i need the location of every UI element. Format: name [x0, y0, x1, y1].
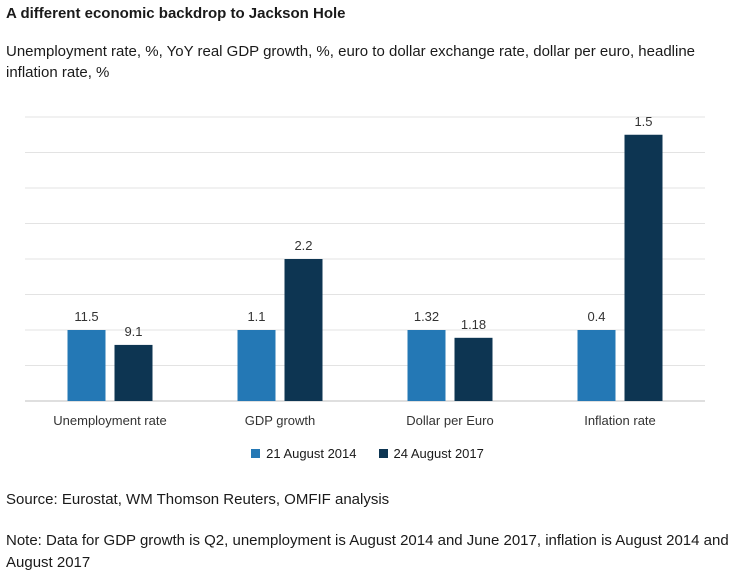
note-text: Note: Data for GDP growth is Q2, unemplo…	[6, 532, 729, 571]
bar-1-1	[284, 259, 323, 401]
bar-1-0	[114, 344, 153, 401]
value-labels: 11.5 9.1 1.1 2.2 1.32 1.18 0.4 1.5	[74, 114, 652, 339]
bar-0-0	[67, 330, 106, 401]
value-label-0-0: 11.5	[74, 309, 98, 324]
category-label-3: Inflation rate	[584, 413, 656, 428]
value-label-0-2: 1.32	[414, 309, 439, 324]
value-label-1-2: 1.18	[461, 317, 486, 332]
value-label-1-0: 9.1	[124, 324, 142, 339]
value-label-0-3: 0.4	[587, 309, 605, 324]
value-label-1-1: 2.2	[294, 238, 312, 253]
legend-swatch-2014	[251, 449, 261, 458]
legend-label-2017: 24 August 2017	[393, 446, 484, 461]
bar-1-3	[624, 134, 663, 401]
bar-0-2	[407, 330, 446, 401]
legend-item-2014: 21 August 2014	[251, 446, 357, 461]
legend-label-2014: 21 August 2014	[266, 446, 357, 461]
chart-subtitle: Unemployment rate, %, YoY real GDP growt…	[6, 43, 696, 81]
category-label-1: GDP growth	[245, 413, 316, 428]
bar-1-2	[454, 337, 493, 401]
legend-item-2017: 24 August 2017	[378, 446, 484, 461]
category-label-0: Unemployment rate	[53, 413, 166, 428]
category-labels: Unemployment rate GDP growth Dollar per Eu…	[53, 413, 656, 428]
bar-0-1	[237, 330, 276, 401]
bars	[67, 134, 663, 401]
bar-0-3	[577, 330, 616, 401]
value-label-1-3: 1.5	[634, 114, 652, 129]
legend-swatch-2017	[378, 449, 388, 458]
bar-chart: 11.5 9.1 1.1 2.2 1.32 1.18 0.4 1.5 Unemployment…	[25, 114, 705, 428]
legend: 21 August 2014 24 August 2017	[0, 446, 735, 461]
category-label-2: Dollar per Euro	[406, 413, 493, 428]
chart-title: A different economic backdrop to Jackson…	[6, 5, 346, 22]
source-text: Source: Eurostat, WM Thomson Reuters, OM…	[6, 491, 390, 508]
value-label-0-1: 1.1	[247, 309, 265, 324]
